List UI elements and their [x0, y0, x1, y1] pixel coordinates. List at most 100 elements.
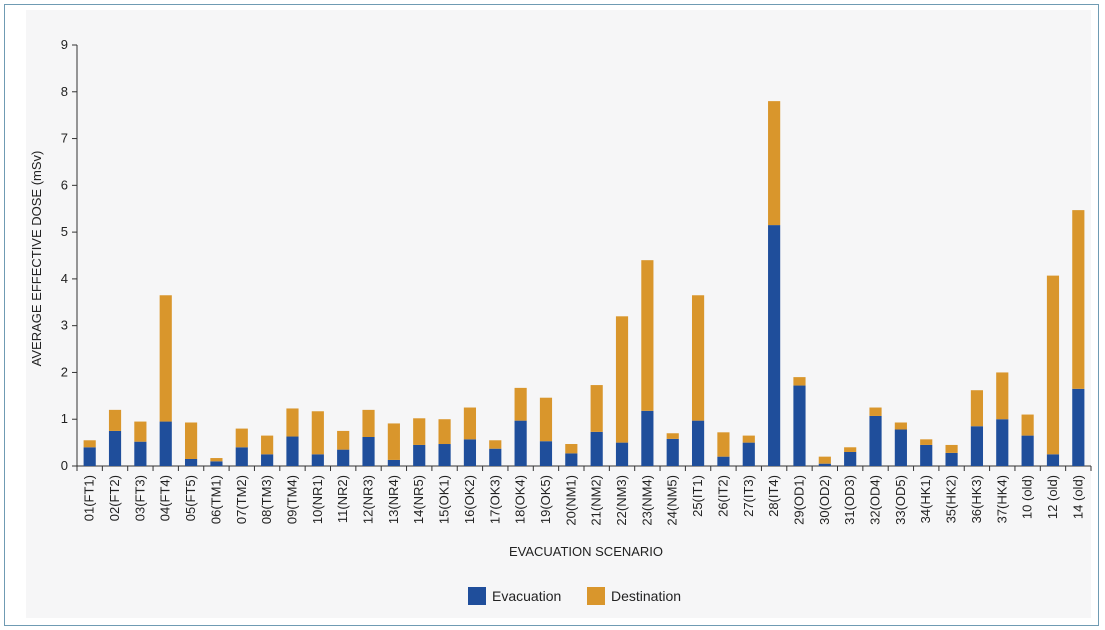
- legend: Evacuation Destination: [468, 587, 681, 605]
- bar-destination: [184, 422, 198, 459]
- x-tick-label: 37(HK4): [994, 475, 1009, 523]
- x-tick-label: 15(OK1): [437, 475, 452, 524]
- bar-evacuation: [413, 444, 426, 466]
- y-tick-label: 1: [61, 411, 68, 426]
- bar-destination: [869, 407, 882, 416]
- bar-evacuation: [666, 438, 679, 466]
- bar-evacuation: [134, 441, 147, 466]
- bar-evacuation: [818, 463, 831, 466]
- bar-destination: [793, 377, 806, 386]
- bar-evacuation: [590, 431, 603, 466]
- x-tick-label: 24(NM5): [665, 475, 680, 526]
- bar-destination: [970, 390, 984, 427]
- bar-evacuation: [463, 439, 477, 466]
- bar-evacuation: [565, 453, 578, 466]
- bar-destination: [235, 428, 248, 448]
- x-tick-label: 03(FT3): [132, 475, 147, 521]
- bar-destination: [768, 101, 781, 226]
- bar-destination: [818, 456, 831, 464]
- legend-label-evacuation: Evacuation: [492, 588, 561, 604]
- bar-evacuation: [1072, 388, 1085, 466]
- x-tick-label: 19(OK5): [538, 475, 553, 524]
- bar-evacuation: [615, 442, 629, 466]
- x-tick-label: 36(HK3): [969, 475, 984, 523]
- bar-evacuation: [691, 420, 705, 466]
- x-tick-label: 29(OD1): [791, 475, 806, 525]
- bar-destination: [666, 433, 679, 439]
- bar-evacuation: [539, 441, 553, 466]
- bar-evacuation: [337, 449, 350, 466]
- bar-destination: [108, 409, 122, 431]
- plot-background: [26, 10, 1091, 618]
- y-tick-label: 2: [61, 364, 68, 379]
- bar-evacuation: [945, 452, 958, 466]
- bar-evacuation: [844, 451, 857, 466]
- x-tick-label: 05(FT5): [183, 475, 198, 521]
- x-tick-label: 14(NR5): [411, 475, 426, 524]
- bar-evacuation: [261, 454, 274, 466]
- legend-swatch-evacuation: [468, 587, 486, 605]
- bar-destination: [894, 422, 907, 430]
- x-tick-label: 23(NM4): [639, 475, 654, 526]
- bar-destination: [590, 385, 603, 432]
- y-tick-label: 9: [61, 37, 68, 52]
- bar-destination: [362, 409, 375, 437]
- x-tick-label: 35(HK2): [944, 475, 959, 523]
- y-tick-labels: 0 1 2 3 4 5 6 7 8 9: [61, 37, 68, 473]
- x-tick-label: 18(OK4): [513, 475, 528, 524]
- x-tick-label: 07(TM2): [234, 475, 249, 524]
- x-tick-label: 28(IT4): [766, 475, 781, 517]
- bar-destination: [996, 372, 1009, 420]
- x-tick-label: 33(OD5): [893, 475, 908, 525]
- bar-destination: [641, 260, 654, 411]
- bar-evacuation: [920, 444, 933, 466]
- y-tick-label: 6: [61, 177, 68, 192]
- bar-destination: [311, 411, 324, 455]
- bar-destination: [691, 295, 705, 421]
- bar-evacuation: [793, 385, 806, 466]
- bar-evacuation: [641, 410, 654, 466]
- bar-evacuation: [717, 456, 730, 466]
- bar-destination: [387, 423, 400, 460]
- bar-destination: [134, 421, 147, 442]
- y-tick-label: 3: [61, 318, 68, 333]
- bar-evacuation: [184, 458, 198, 466]
- bar-destination: [1046, 275, 1060, 455]
- x-tick-label: 21(NM2): [589, 475, 604, 526]
- bar-destination: [565, 444, 578, 454]
- y-tick-label: 7: [61, 131, 68, 146]
- x-tick-label: 12 (old): [1045, 475, 1060, 519]
- bar-destination: [438, 419, 451, 445]
- x-tick-label: 08(TM3): [259, 475, 274, 524]
- bar-destination: [261, 435, 274, 455]
- bar-evacuation: [768, 225, 781, 466]
- bar-evacuation: [362, 436, 375, 466]
- x-tick-label: 01(FT1): [82, 475, 97, 521]
- x-tick-label: 12(NR3): [361, 475, 376, 524]
- bar-evacuation: [438, 444, 451, 466]
- bar-destination: [210, 458, 223, 462]
- bar-evacuation: [970, 426, 984, 466]
- bar-evacuation: [489, 448, 502, 466]
- x-tick-label: 26(IT2): [715, 475, 730, 517]
- x-tick-label: 02(FT2): [107, 475, 122, 521]
- x-tick-label: 06(TM1): [208, 475, 223, 524]
- x-tick-label: 17(OK3): [487, 475, 502, 524]
- bars: [83, 101, 1085, 466]
- x-tick-label: 10(NR1): [310, 475, 325, 524]
- bar-evacuation: [235, 447, 248, 466]
- x-tick-labels: 01(FT1) 02(FT2) 03(FT3) 04(FT4) 05(FT5) 06(TM…: [82, 475, 1086, 526]
- bar-evacuation: [742, 442, 755, 466]
- bar-evacuation: [286, 436, 299, 466]
- bar-evacuation: [108, 430, 122, 466]
- x-tick-label: 30(OD2): [817, 475, 832, 525]
- x-tick-label: 10 (old): [1020, 475, 1035, 519]
- y-axis-title: AVERAGE EFFECTIVE DOSE (mSv): [29, 151, 44, 367]
- y-tick-label: 0: [61, 458, 68, 473]
- x-tick-label: 09(TM4): [284, 475, 299, 524]
- x-tick-label: 20(NM1): [563, 475, 578, 526]
- bar-destination: [1072, 210, 1085, 389]
- y-tick-label: 8: [61, 84, 68, 99]
- legend-swatch-destination: [587, 587, 605, 605]
